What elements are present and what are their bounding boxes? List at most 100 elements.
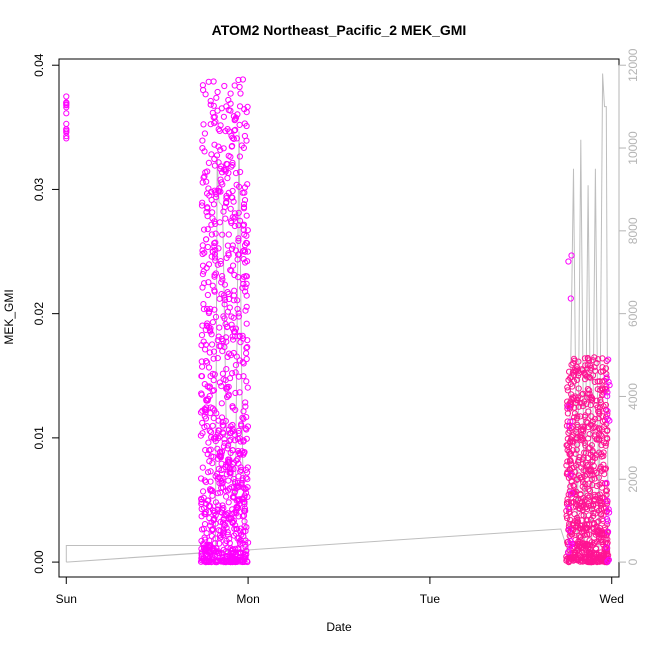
data-point [236, 251, 243, 258]
data-point [229, 242, 236, 249]
data-point [228, 132, 235, 139]
data-point [591, 528, 598, 536]
data-point [199, 464, 206, 471]
data-point [586, 444, 593, 451]
data-point [605, 356, 612, 363]
data-point [215, 143, 222, 150]
data-point [212, 520, 219, 527]
data-point [571, 414, 578, 421]
data-point [244, 227, 251, 234]
data-point [589, 425, 596, 432]
data-point [604, 497, 611, 504]
data-point [604, 393, 611, 400]
data-point [243, 273, 250, 280]
data-point [587, 393, 595, 400]
data-point [209, 422, 216, 429]
data-point [231, 437, 238, 444]
data-point [204, 383, 211, 390]
data-point [564, 384, 571, 391]
data-point [237, 90, 244, 97]
data-point [576, 552, 583, 559]
data-point [216, 185, 223, 192]
data-point [210, 377, 217, 384]
y-tick-label: 0.04 [32, 53, 46, 77]
data-point [227, 100, 234, 107]
data-point [603, 357, 610, 365]
data-point [244, 258, 251, 265]
data-point [204, 190, 211, 197]
data-point [598, 426, 606, 433]
axes: Sun Mon Tue Wed 0.00 0.01 0.02 0.03 0.04 0 2000 400… [32, 48, 640, 606]
data-point [565, 444, 573, 451]
data-point [232, 213, 239, 220]
data-point [218, 383, 225, 390]
data-point [228, 219, 235, 226]
data-point [574, 413, 581, 420]
data-point [592, 367, 599, 374]
data-point [566, 526, 573, 534]
data-point [571, 511, 578, 518]
data-point [600, 494, 607, 501]
data-point [208, 486, 215, 494]
data-point [570, 499, 578, 506]
data-point [598, 484, 606, 491]
data-point [210, 348, 218, 355]
data-point [222, 487, 229, 494]
data-point [228, 547, 236, 555]
data-point [206, 308, 213, 315]
data-point [599, 355, 606, 362]
data-point [206, 458, 213, 465]
data-point [585, 486, 592, 493]
data-point [240, 360, 247, 367]
data-point [203, 209, 210, 216]
data-point [567, 295, 574, 302]
data-point [213, 152, 221, 159]
data-point [579, 400, 586, 407]
data-point [242, 486, 249, 493]
data-point [236, 556, 243, 563]
data-point [575, 472, 583, 479]
data-point [199, 430, 206, 437]
points [63, 76, 613, 566]
data-point [594, 378, 601, 385]
data-point [207, 325, 214, 332]
data-point [568, 470, 575, 477]
data-point [585, 558, 593, 565]
data-point [581, 485, 588, 492]
data-point [240, 451, 247, 458]
data-point [241, 231, 248, 238]
data-point [579, 461, 587, 468]
data-point [585, 521, 592, 528]
data-point [229, 421, 236, 429]
data-point [225, 290, 232, 298]
data-point [227, 90, 234, 97]
data-point [222, 510, 229, 518]
data-point [218, 460, 225, 467]
data-point [567, 516, 574, 523]
data-point [235, 237, 242, 244]
data-point [568, 540, 575, 548]
data-point [238, 466, 245, 473]
data-point [589, 481, 596, 489]
data-point [230, 314, 237, 321]
data-point [588, 476, 595, 483]
data-point [584, 454, 592, 461]
data-point [588, 467, 595, 475]
data-point [583, 418, 590, 425]
x-tick-label: Sun [56, 592, 77, 606]
y2-tick-label: 0 [626, 558, 640, 565]
x-tick-label: Tue [420, 592, 441, 606]
data-point [232, 369, 239, 376]
data-point [215, 427, 222, 434]
data-point [212, 194, 220, 201]
data-point [583, 400, 590, 408]
data-point [231, 222, 238, 230]
data-point [580, 512, 587, 519]
data-point [593, 397, 600, 404]
data-point [598, 539, 605, 546]
data-point [227, 449, 234, 456]
data-point [215, 474, 222, 481]
data-point [588, 559, 595, 566]
data-point [215, 557, 222, 564]
x-tick-label: Mon [236, 592, 259, 606]
